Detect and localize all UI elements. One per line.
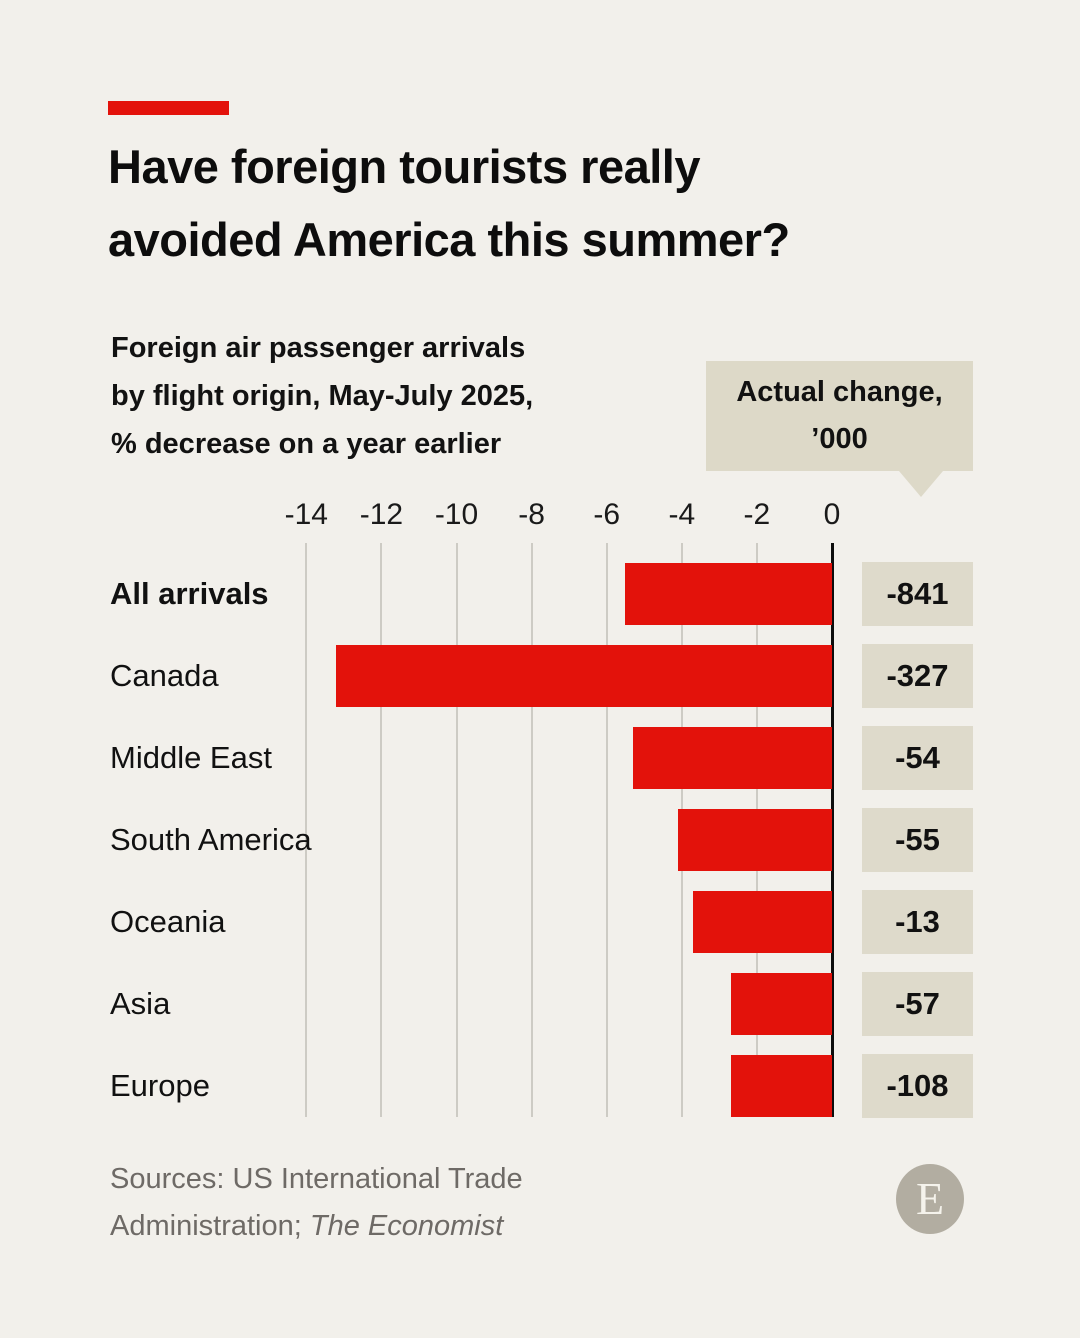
- bar: [678, 809, 832, 871]
- category-label: Oceania: [110, 904, 226, 939]
- x-tick-label: 0: [823, 498, 841, 531]
- logo-letter: E: [915, 1173, 945, 1224]
- gridline: [530, 543, 533, 1117]
- page-title: Have foreign tourists really avoided Ame…: [108, 130, 968, 276]
- x-tick-label: -6: [593, 498, 621, 531]
- bar: [632, 727, 832, 789]
- x-tick-label: -2: [743, 498, 771, 531]
- category-label: All arrivals: [110, 576, 269, 611]
- sources-italic: The Economist: [309, 1210, 504, 1242]
- callout-line-2: ’000: [811, 423, 868, 455]
- value-badge: -841: [862, 562, 973, 626]
- title-line-1: Have foreign tourists really: [108, 140, 700, 193]
- callout-tail-pointer: [899, 471, 943, 497]
- subtitle-line-1: Foreign air passenger arrivals: [111, 332, 526, 364]
- gridline: [380, 543, 383, 1117]
- x-tick-label: -4: [668, 498, 696, 531]
- value-badge: -13: [862, 890, 973, 954]
- value-badge: -55: [862, 808, 973, 872]
- value-badge: -327: [862, 644, 973, 708]
- x-tick-label: -8: [518, 498, 545, 531]
- bar: [730, 1055, 832, 1117]
- category-label: Middle East: [110, 740, 272, 775]
- x-tick-label: -12: [359, 498, 404, 531]
- category-label: South America: [110, 822, 312, 857]
- sources-line-1: Sources: US International Trade: [110, 1163, 523, 1195]
- economist-logo-icon: E: [896, 1164, 964, 1234]
- callout-line-1: Actual change,: [736, 376, 943, 408]
- bar: [336, 645, 832, 707]
- sources-line-2: Administration; The Economist: [110, 1210, 504, 1242]
- red-accent-bar: [108, 101, 229, 115]
- value-badge: -108: [862, 1054, 973, 1118]
- x-tick-label: -10: [434, 498, 479, 531]
- bar: [730, 973, 832, 1035]
- title-line-2: avoided America this summer?: [108, 213, 790, 266]
- category-label: Asia: [110, 986, 171, 1021]
- x-tick-label: -14: [284, 498, 328, 531]
- chart-subtitle: Foreign air passenger arrivals by flight…: [111, 324, 671, 468]
- axis-zero-line: [830, 543, 834, 1117]
- sources-note: Sources: US International Trade Administ…: [110, 1156, 710, 1250]
- bar: [693, 891, 832, 953]
- category-label: Europe: [110, 1068, 210, 1103]
- gridline: [605, 543, 608, 1117]
- bar: [625, 563, 832, 625]
- gridline: [455, 543, 458, 1117]
- actual-change-callout: Actual change, ’000: [706, 361, 973, 497]
- gridline: [305, 543, 308, 1117]
- category-label: Canada: [110, 658, 219, 693]
- value-badge: -57: [862, 972, 973, 1036]
- subtitle-line-2: by flight origin, May-July 2025,: [111, 380, 534, 412]
- value-badge: -54: [862, 726, 973, 790]
- subtitle-line-3: % decrease on a year earlier: [111, 428, 502, 460]
